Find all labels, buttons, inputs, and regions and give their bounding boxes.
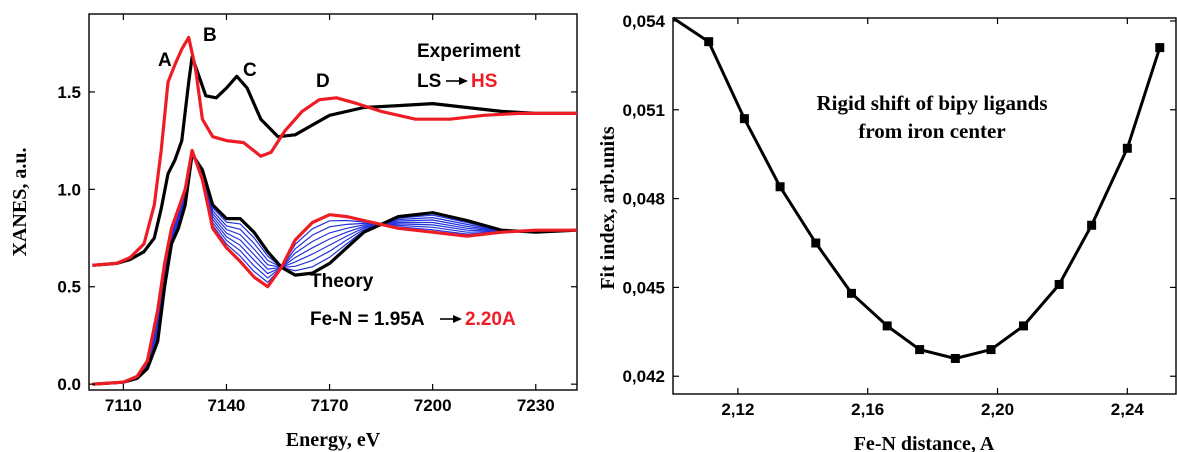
xanes-axes-group: 7110 7140 7170 7200 7230 0.0 0.5 1.0 1.5 [57, 14, 577, 415]
fen-arrow [440, 315, 462, 323]
fit-index-point [882, 321, 892, 331]
ls-label: LS [417, 71, 441, 92]
xanes-x-tick-label: 7110 [105, 396, 142, 415]
fit-index-y-axis-title: Fit index, arb.units [597, 126, 619, 290]
fit-index-point [775, 182, 785, 192]
fit-index-point [950, 353, 960, 363]
fit-index-point [1054, 279, 1064, 289]
fit-index-point [739, 114, 749, 124]
xanes-x-axis-title: Energy, eV [286, 429, 381, 451]
fit-index-x-tick-label: 2,12 [721, 400, 754, 419]
fit-index-x-tick-label: 2,20 [981, 400, 1014, 419]
fen-target-label: 2.20A [465, 309, 516, 330]
fit-index-point [1155, 43, 1165, 53]
fit-index-point [915, 345, 925, 355]
fit-index-point [986, 345, 996, 355]
theory-ls-curve [92, 152, 578, 386]
xanes-x-tick-label: 7170 [311, 396, 349, 415]
peak-label-a: A [158, 50, 172, 71]
fit-index-x-tick-label: 2,24 [1111, 400, 1145, 419]
xanes-y-axis-title: XANES, a.u. [9, 148, 31, 257]
fit-index-plot-frame [672, 17, 1177, 395]
xanes-chart: 7110 7140 7170 7200 7230 0.0 0.5 1.0 1.5 Energy,… [9, 13, 578, 451]
fit-index-axes-group: 2,12 2,16 2,20 2,24 0,042 0,045 0,048 0,051 0,05… [622, 12, 1176, 419]
theory-label: Theory [310, 271, 374, 292]
fit-index-chart: 2,12 2,16 2,20 2,24 0,042 0,045 0,048 0,051 0,05… [597, 12, 1177, 452]
xanes-y-tick-label: 0.0 [57, 375, 81, 394]
fit-index-y-tick-label: 0,054 [622, 12, 665, 31]
fit-index-curve [672, 16, 1162, 360]
xanes-y-tick-label: 1.5 [57, 83, 81, 102]
hs-label: HS [471, 71, 497, 92]
fit-index-point [704, 37, 714, 47]
experiment-hs-curve [92, 35, 577, 267]
theory-hs-curve [92, 148, 577, 386]
ls-hs-arrow [446, 77, 468, 85]
xanes-x-tick-label: 7140 [208, 396, 246, 415]
fit-index-y-tick-label: 0,051 [622, 101, 665, 120]
xanes-y-tick-label: 1.0 [57, 180, 81, 199]
xanes-x-tick-label: 7230 [517, 396, 555, 415]
peak-label-c: C [243, 60, 257, 81]
fit-index-title: Rigid shift of bipy ligands [816, 91, 1047, 115]
experiment-ls-curve [92, 55, 577, 267]
fit-index-y-tick-label: 0,048 [622, 190, 665, 209]
fit-index-point [1122, 143, 1132, 153]
peak-label-b: B [203, 25, 217, 46]
xanes-plot-frame [88, 13, 578, 391]
fit-index-y-tick-label: 0,045 [622, 278, 665, 297]
experiment-label: Experiment [417, 41, 521, 62]
fit-index-x-axis-title: Fe-N distance, A [854, 433, 995, 452]
fit-index-y-tick-label: 0,042 [622, 367, 665, 386]
fit-index-point [811, 238, 821, 248]
fit-index-x-tick-label: 2,16 [851, 400, 884, 419]
peak-label-d: D [316, 71, 330, 92]
fit-index-point [1087, 220, 1097, 230]
fit-index-series-group [672, 16, 1165, 363]
xanes-series-group [92, 35, 578, 386]
xanes-y-tick-label: 0.5 [57, 278, 81, 297]
xanes-x-tick-label: 7200 [414, 396, 452, 415]
fit-index-point [1018, 321, 1028, 331]
fit-index-point [846, 288, 856, 298]
fit-index-subtitle: from iron center [858, 119, 1005, 143]
fen-distance-label: Fe-N = 1.95A [310, 309, 425, 330]
